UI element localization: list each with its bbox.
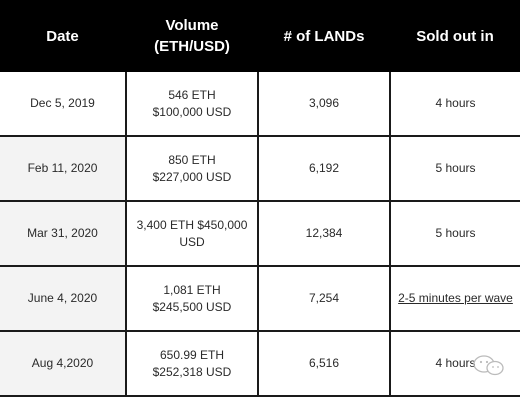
header-date: Date [0,0,127,72]
cell-volume: 3,400 ETH $450,000 USD [126,201,259,267]
cell-volume: 850 ETH $227,000 USD [126,136,259,202]
volume-eth: 546 ETH [168,87,216,102]
volume-usd: $100,000 USD [152,104,232,119]
cell-sold-out: 5 hours [390,201,520,267]
header-volume-label: Volume (ETH/USD) [154,17,230,55]
table-row: Feb 11, 2020 850 ETH $227,000 USD 6,192 … [0,136,520,202]
cell-date: Mar 31, 2020 [0,201,127,267]
cell-volume: 1,081 ETH $245,500 USD [126,266,259,332]
cell-date: Dec 5, 2019 [0,72,127,137]
cell-lands: 6,192 [258,136,391,202]
volume-usd: $245,500 USD [152,299,232,314]
cell-lands: 12,384 [258,201,391,267]
header-sold-out: Sold out in [390,0,520,72]
cell-lands: 6,516 [258,331,391,397]
volume-usd: $227,000 USD [152,169,232,184]
volume-usd: USD [179,234,205,249]
header-row: Date Volume (ETH/USD) # of LANDs Sold ou… [0,0,520,72]
table-row: Mar 31, 2020 3,400 ETH $450,000 USD 12,3… [0,201,520,267]
cell-sold-out: 2-5 minutes per wave [390,266,520,332]
cell-lands: 7,254 [258,266,391,332]
cell-date: Feb 11, 2020 [0,136,127,202]
table-row: Aug 4,2020 650.99 ETH $252,318 USD 6,516… [0,331,520,397]
header-lands: # of LANDs [258,0,391,72]
volume-eth: 650.99 ETH [159,347,225,362]
cell-volume: 546 ETH $100,000 USD [126,72,259,137]
cell-volume: 650.99 ETH $252,318 USD [126,331,259,397]
cell-lands: 3,096 [258,72,391,137]
table-row: Dec 5, 2019 546 ETH $100,000 USD 3,096 4… [0,72,520,137]
sold-out-link[interactable]: 2-5 minutes per wave [398,291,513,305]
cell-sold-out: 4 hours [390,72,520,137]
header-volume: Volume (ETH/USD) [126,0,259,72]
cell-date: June 4, 2020 [0,266,127,332]
volume-eth: 3,400 ETH $450,000 [136,217,248,232]
cell-sold-out: 5 hours [390,136,520,202]
volume-eth: 1,081 ETH [163,282,221,297]
volume-usd: $252,318 USD [152,364,232,379]
cell-date: Aug 4,2020 [0,331,127,397]
wechat-icon [473,355,504,376]
volume-eth: 850 ETH [168,152,216,167]
table-row: June 4, 2020 1,081 ETH $245,500 USD 7,25… [0,266,520,332]
